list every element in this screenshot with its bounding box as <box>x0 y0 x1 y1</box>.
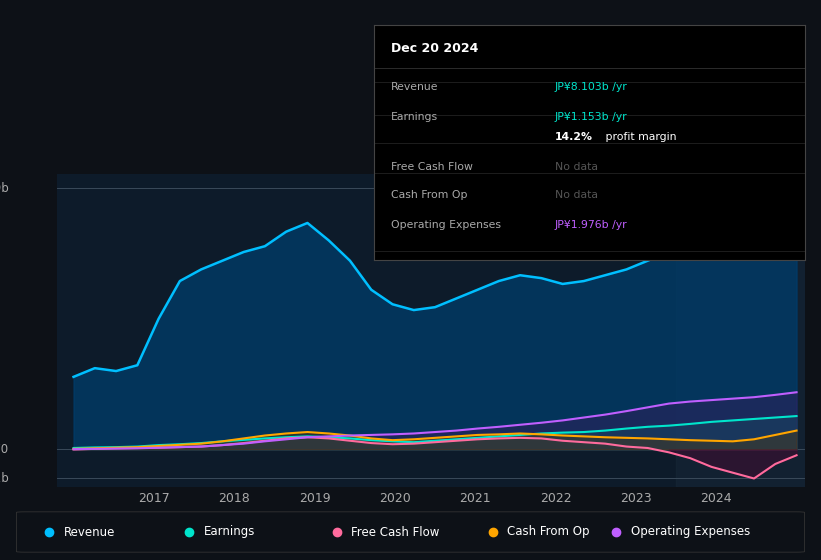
Text: No data: No data <box>555 190 598 200</box>
Text: JP¥9b: JP¥9b <box>0 181 9 195</box>
Text: Earnings: Earnings <box>204 525 255 539</box>
Text: Operating Expenses: Operating Expenses <box>631 525 750 539</box>
Text: Revenue: Revenue <box>391 82 438 92</box>
Text: JP¥8.103b /yr: JP¥8.103b /yr <box>555 82 627 92</box>
Text: Free Cash Flow: Free Cash Flow <box>351 525 440 539</box>
Text: Revenue: Revenue <box>64 525 116 539</box>
Text: profit margin: profit margin <box>602 132 677 142</box>
Text: Cash From Op: Cash From Op <box>391 190 467 200</box>
Text: JP¥1.976b /yr: JP¥1.976b /yr <box>555 221 627 230</box>
Bar <box>676 174 821 487</box>
Text: JP¥0: JP¥0 <box>0 443 9 456</box>
Text: 14.2%: 14.2% <box>555 132 593 142</box>
Text: -JP¥1b: -JP¥1b <box>0 472 9 485</box>
Text: Cash From Op: Cash From Op <box>507 525 589 539</box>
Text: No data: No data <box>555 162 598 171</box>
Text: Free Cash Flow: Free Cash Flow <box>391 162 473 171</box>
Text: Operating Expenses: Operating Expenses <box>391 221 501 230</box>
Text: Dec 20 2024: Dec 20 2024 <box>391 41 478 55</box>
Text: Earnings: Earnings <box>391 112 438 122</box>
Text: JP¥1.153b /yr: JP¥1.153b /yr <box>555 112 627 122</box>
